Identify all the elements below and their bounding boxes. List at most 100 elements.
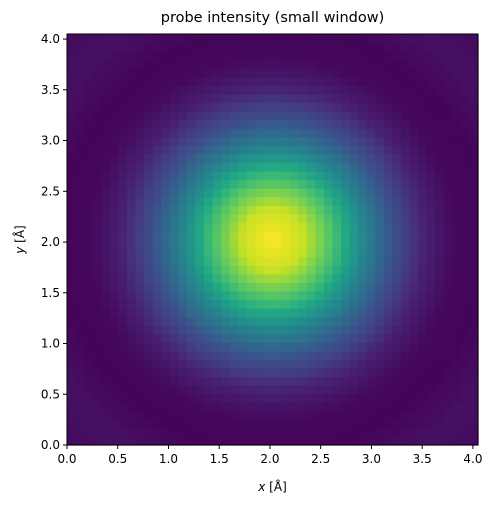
heatmap-cell (238, 119, 248, 129)
heatmap-cell (238, 385, 248, 395)
heatmap-cell (152, 136, 162, 146)
heatmap-cell (392, 402, 402, 412)
heatmap-cell (92, 308, 102, 318)
x-axis: 0.0 0.5 1.0 1.5 2.0 2.5 3.0 3.5 4.0 (57, 445, 482, 466)
heatmap-cell (221, 153, 231, 164)
heatmap-cell (161, 145, 171, 155)
heatmap-cell (289, 196, 299, 206)
heatmap-cell (341, 85, 351, 95)
heatmap-cell (84, 308, 94, 318)
heatmap-cell (75, 350, 85, 360)
heatmap-cell (452, 273, 462, 283)
heatmap-cell (118, 325, 128, 335)
heatmap-cell (392, 290, 402, 301)
heatmap-cell (460, 376, 471, 386)
heatmap-cell (341, 128, 351, 138)
heatmap-cell (358, 128, 368, 138)
heatmap-cell (84, 230, 94, 241)
heatmap-cell (306, 376, 316, 386)
heatmap-cell (75, 402, 85, 412)
heatmap-cell (315, 308, 325, 318)
heatmap-cell (358, 385, 368, 395)
heatmap-cell (349, 273, 359, 283)
heatmap-cell (92, 376, 102, 386)
x-tick-label: 4.0 (463, 452, 482, 466)
heatmap-cell (375, 196, 385, 206)
heatmap-cell (178, 179, 188, 189)
heatmap-cell (152, 248, 162, 258)
heatmap-cell (418, 410, 428, 420)
heatmap-cell (392, 239, 402, 249)
heatmap-cell (263, 299, 274, 309)
heatmap-cell (306, 136, 316, 146)
heatmap-cell (366, 402, 376, 412)
heatmap-cell (349, 153, 359, 164)
heatmap-cell (443, 111, 453, 121)
heatmap-cell (195, 385, 205, 395)
heatmap-cell (195, 119, 205, 129)
heatmap-cell (204, 376, 214, 386)
heatmap-cell (67, 290, 77, 301)
heatmap-cell (75, 205, 85, 215)
heatmap-cell (109, 196, 119, 206)
heatmap-cell (144, 248, 154, 258)
heatmap-cell (204, 436, 214, 446)
heatmap-cell (212, 239, 222, 249)
heatmap-cell (152, 222, 162, 232)
heatmap-cell (341, 119, 351, 129)
heatmap-cell (383, 111, 393, 121)
heatmap-cell (400, 196, 411, 206)
heatmap-cell (75, 239, 85, 249)
x-tick-label: 0.5 (108, 452, 127, 466)
heatmap-cell (212, 222, 222, 232)
heatmap-cell (426, 282, 436, 292)
heatmap-cell (221, 393, 231, 403)
heatmap-cell (323, 308, 334, 318)
heatmap-cell (118, 248, 128, 258)
heatmap-cell (332, 153, 342, 164)
heatmap-cell (392, 76, 402, 86)
heatmap-cell (238, 436, 248, 446)
heatmap-cell (306, 128, 316, 138)
heatmap-cell (469, 256, 479, 266)
heatmap-cell (144, 290, 154, 301)
heatmap-cell (101, 213, 111, 223)
heatmap-cell (315, 102, 325, 112)
heatmap-cell (392, 419, 402, 429)
heatmap-cell (315, 34, 325, 44)
heatmap-cell (358, 179, 368, 189)
heatmap-cell (306, 196, 316, 206)
heatmap-cell (109, 119, 119, 129)
heatmap-cell (281, 188, 291, 198)
heatmap-cell (84, 145, 94, 155)
heatmap-cell (84, 85, 94, 95)
heatmap-cell (126, 248, 137, 258)
heatmap-cell (152, 205, 162, 215)
heatmap-cell (92, 273, 102, 283)
heatmap-cell (178, 325, 188, 335)
heatmap-cell (84, 436, 94, 446)
heatmap-cell (212, 76, 222, 86)
heatmap-cell (186, 179, 197, 189)
heatmap-cell (469, 350, 479, 360)
heatmap-cell (426, 410, 436, 420)
heatmap-cell (460, 299, 471, 309)
heatmap-cell (152, 196, 162, 206)
heatmap-cell (101, 205, 111, 215)
heatmap-cell (400, 230, 411, 241)
heatmap-cell (298, 222, 308, 232)
heatmap-cell (375, 34, 385, 44)
heatmap-cell (101, 102, 111, 112)
heatmap-cell (246, 51, 256, 61)
heatmap-cell (349, 136, 359, 146)
heatmap-cell (272, 68, 282, 78)
heatmap-cell (383, 402, 393, 412)
heatmap-cell (400, 256, 411, 266)
heatmap-cell (289, 299, 299, 309)
heatmap-cell (238, 239, 248, 249)
heatmap-cell (383, 333, 393, 343)
heatmap-cell (418, 385, 428, 395)
heatmap-cell (332, 299, 342, 309)
heatmap-cell (178, 256, 188, 266)
heatmap-cell (263, 410, 274, 420)
